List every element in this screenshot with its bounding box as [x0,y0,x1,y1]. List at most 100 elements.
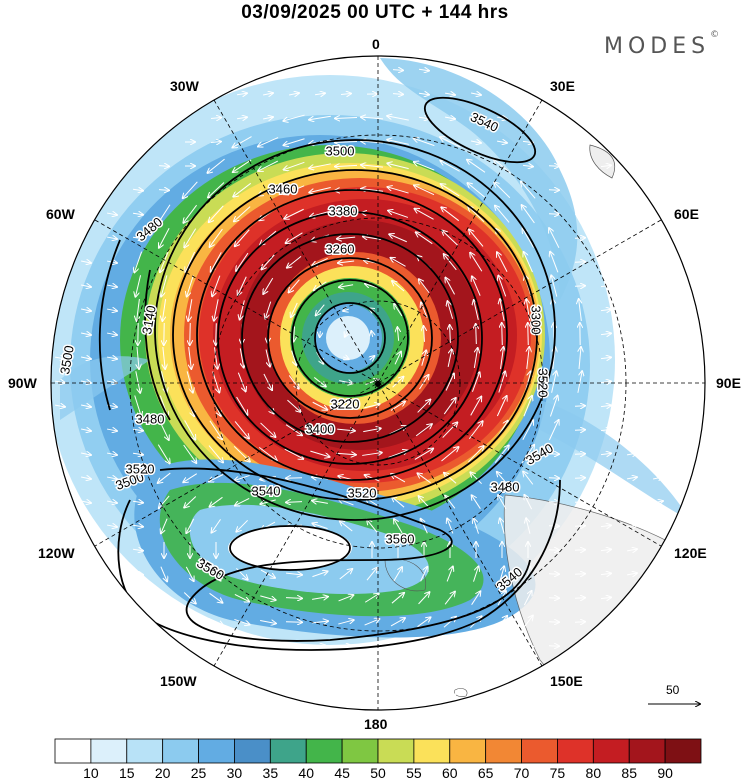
wind-arrow [260,422,276,437]
wind-arrow [473,348,477,369]
wind-arrow [600,453,611,454]
contour-label: 3480 [136,411,165,426]
wind-arrow [214,299,219,320]
wind-arrow [678,357,689,359]
wind-arrow [161,518,168,534]
wind-arrow [364,404,379,409]
brand-mark: © [710,30,720,40]
wind-arrow [287,399,300,412]
wind-arrow [397,327,398,341]
wind-arrow [364,594,379,603]
wind-arrow [238,276,247,296]
colorbar [54,738,702,764]
wind-arrow [577,371,582,393]
wind-arrow [288,93,299,95]
wind-arrow [183,204,198,223]
wind-arrow [340,521,353,532]
wind-arrow [340,646,351,647]
wind-arrow [132,213,143,214]
wind-arrow [132,189,143,190]
colorbar-swatch [162,738,199,764]
contour-label: 3480 [491,479,520,494]
wind-arrow [361,117,384,119]
wind-arrow [418,473,431,484]
wind-arrow [236,396,248,415]
wind-arrow [421,350,426,366]
wind-arrow [284,161,305,169]
wind-arrow [309,163,331,168]
wind-arrow [652,237,663,239]
colorbar-tick-label: 75 [549,765,566,781]
wind-arrow [258,446,277,460]
geopotential-contours [98,96,561,651]
wind-arrow [233,182,252,196]
contour-label: 3560 [386,531,415,546]
wind-arrow [106,429,117,431]
wind-arrow [287,255,302,267]
wind-arrow [209,592,223,602]
wind-arrow [626,429,637,431]
wind-arrow [54,357,65,359]
colorbar-tick-label: 10 [83,765,99,781]
wind-arrow [470,141,481,143]
wind-arrow [418,93,429,94]
colorbar-swatch [269,738,307,764]
wind-arrow [209,205,224,222]
wind-arrow [652,357,663,359]
lon-label-180: 180 [364,716,388,732]
wind-arrow [392,497,405,508]
wind-arrow [600,261,611,262]
colorbar-swatch [377,738,415,764]
wind-arrow [474,518,479,534]
wind-arrow [387,187,409,194]
wind-arrow [132,525,143,526]
map-disc: 3540 3500 3460 3480 3380 3260 3140 3300 3520 3500… [51,56,705,710]
wind-arrow [420,567,428,582]
wind-arrow [157,444,169,464]
wind-arrow [159,228,170,247]
colorbar-swatch [413,738,451,764]
wind-arrow [551,371,557,393]
wind-arrow [132,237,143,238]
wind-arrow [392,281,405,292]
wind-arrow [210,228,223,247]
wind-vectors [54,69,689,695]
wind-arrow [600,477,611,478]
wind-arrow [470,669,481,671]
wind-arrow [338,261,355,263]
wind-arrow [447,301,454,319]
wind-arrow [310,210,331,217]
wind-arrow [496,645,507,647]
wind-arrow [498,276,507,297]
wind-arrow [388,211,409,218]
wind-arrow [185,251,196,272]
wind-arrow [392,94,403,95]
wind-arrow [470,472,482,485]
wind-arrow [361,141,384,143]
wind-arrow [339,285,354,287]
wind-arrow [289,279,300,293]
lon-label-30e: 30E [550,78,575,94]
wind-arrow [494,159,511,174]
wind-arrow [159,495,170,508]
wind-arrow [600,165,611,166]
wind-arrow [158,591,169,604]
wind-arrow [208,618,223,626]
wind-arrow [235,229,250,246]
wind-arrow [445,496,456,509]
wind-arrow [600,597,611,598]
wind-arrow [80,405,91,407]
wind-arrow [468,446,483,463]
wind-arrow [415,424,432,437]
wind-arrow [389,234,407,243]
colorbar-swatch [234,738,271,764]
wind-arrow [160,251,169,272]
colorbar-swatch [126,738,164,764]
contour-label: 3520 [126,461,155,476]
wind-arrow [600,573,611,574]
wind-arrow [500,518,505,534]
wind-arrow [337,237,356,239]
wind-arrow [600,405,611,406]
map-boundary [50,55,706,711]
wind-arrow [210,646,221,647]
